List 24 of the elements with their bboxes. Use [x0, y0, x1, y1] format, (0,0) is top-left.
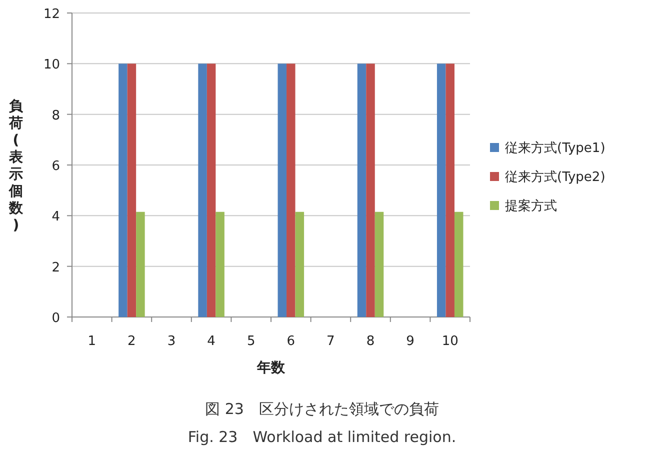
y-tick-label: 0 — [52, 311, 60, 326]
legend-label: 提案方式 — [505, 198, 557, 214]
y-axis-title: 負荷(表示個数) — [8, 98, 24, 234]
y-tick-label: 12 — [43, 7, 60, 22]
y-tick-label: 8 — [52, 108, 60, 124]
caption: 図 23 区分けされた領域での負荷 — [205, 400, 439, 418]
caption: Fig. 23 Workload at limited region. — [188, 428, 456, 446]
x-axis-title: 年数 — [256, 360, 286, 376]
y-tick-label: 4 — [52, 210, 60, 225]
x-tick-label: 1 — [88, 334, 96, 349]
x-tick-label: 4 — [207, 334, 216, 349]
x-tick-label: 5 — [246, 334, 256, 349]
x-tick-label: 8 — [366, 334, 375, 349]
x-tick-label: 3 — [167, 334, 176, 349]
x-tick-label: 7 — [326, 334, 335, 349]
x-tick-label: 10 — [442, 334, 458, 349]
legend-label: 従来方式(Type2) — [505, 169, 606, 185]
y-tick-label: 2 — [52, 260, 60, 276]
x-tick-label: 2 — [128, 334, 136, 349]
legend-label: 従来方式(Type1) — [505, 140, 606, 156]
x-tick-label: 9 — [406, 334, 414, 349]
y-tick-label: 10 — [43, 58, 60, 73]
y-tick-label: 6 — [52, 159, 60, 174]
x-tick-label: 6 — [286, 334, 296, 349]
